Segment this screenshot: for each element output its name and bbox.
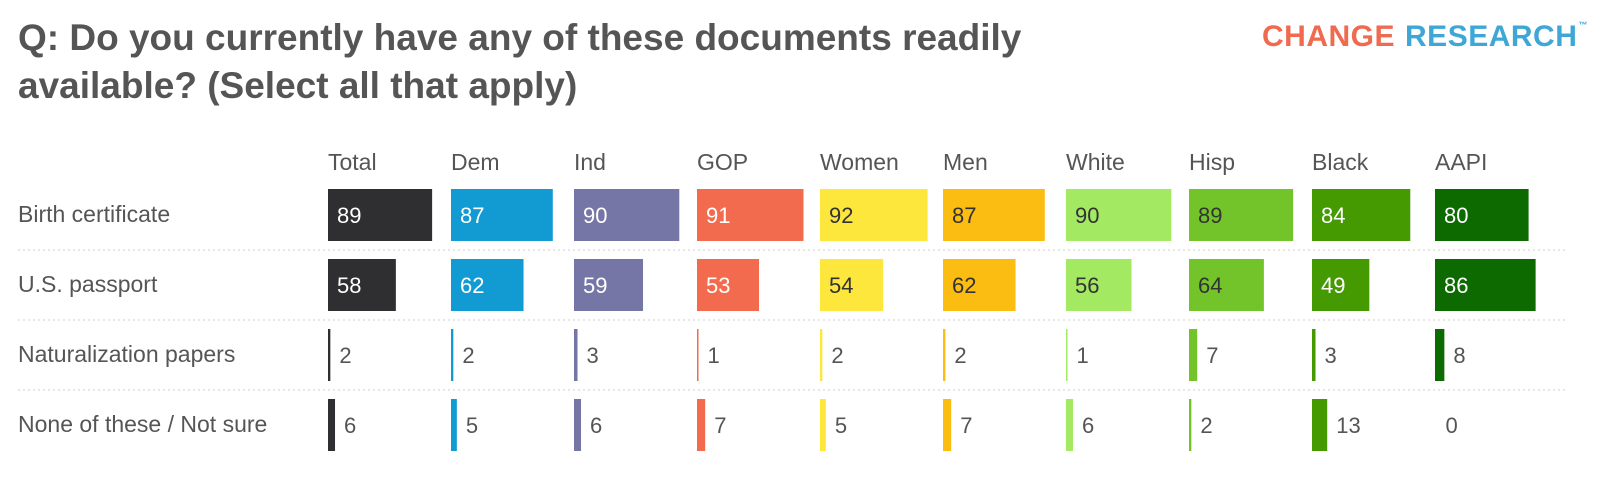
bar-none-of-these-not-sure-black	[1312, 399, 1328, 451]
bar-naturalization-papers-aapi	[1435, 329, 1445, 381]
value-label-none-of-these-not-sure-dem: 5	[466, 413, 478, 438]
bar-none-of-these-not-sure-ind	[574, 399, 582, 451]
value-label-u-s-passport-ind: 59	[583, 273, 607, 298]
row-label-u-s-passport: U.S. passport	[18, 271, 158, 297]
value-label-birth-certificate-black: 84	[1321, 203, 1345, 228]
value-label-u-s-passport-dem: 62	[460, 273, 484, 298]
value-label-none-of-these-not-sure-hisp: 2	[1200, 413, 1212, 438]
bar-naturalization-papers-hisp	[1189, 329, 1198, 381]
column-header-gop: GOP	[697, 149, 748, 175]
bar-none-of-these-not-sure-men	[943, 399, 952, 451]
change-research-logo: CHANGE RESEARCH™	[1262, 20, 1588, 53]
bar-birth-certificate-hisp	[1189, 189, 1294, 241]
value-label-naturalization-papers-total: 2	[339, 343, 351, 368]
bar-u-s-passport-total	[328, 259, 396, 311]
value-label-naturalization-papers-hisp: 7	[1206, 343, 1218, 368]
bar-naturalization-papers-men	[943, 329, 946, 381]
value-label-u-s-passport-aapi: 86	[1444, 273, 1468, 298]
value-label-birth-certificate-hisp: 89	[1198, 203, 1222, 228]
column-header-ind: Ind	[574, 149, 606, 175]
value-label-birth-certificate-aapi: 80	[1444, 203, 1468, 228]
bar-birth-certificate-aapi	[1435, 189, 1529, 241]
bar-naturalization-papers-white	[1066, 329, 1068, 381]
bar-naturalization-papers-dem	[451, 329, 454, 381]
column-header-hisp: Hisp	[1189, 149, 1235, 175]
bar-none-of-these-not-sure-women	[820, 399, 826, 451]
value-label-naturalization-papers-white: 1	[1077, 343, 1089, 368]
bar-birth-certificate-men	[943, 189, 1045, 241]
value-label-birth-certificate-white: 90	[1075, 203, 1099, 228]
value-label-birth-certificate-total: 89	[337, 203, 361, 228]
value-label-birth-certificate-gop: 91	[706, 203, 730, 228]
bar-birth-certificate-gop	[697, 189, 804, 241]
value-label-none-of-these-not-sure-gop: 7	[714, 413, 726, 438]
bar-none-of-these-not-sure-gop	[697, 399, 706, 451]
value-label-birth-certificate-ind: 90	[583, 203, 607, 228]
bar-none-of-these-not-sure-hisp	[1189, 399, 1192, 451]
bar-u-s-passport-white	[1066, 259, 1132, 311]
value-label-none-of-these-not-sure-aapi: 0	[1446, 413, 1458, 438]
value-label-none-of-these-not-sure-ind: 6	[590, 413, 602, 438]
value-label-birth-certificate-dem: 87	[460, 203, 484, 228]
chart-title: Q: Do you currently have any of these do…	[18, 17, 1022, 106]
value-label-u-s-passport-gop: 53	[706, 273, 730, 298]
value-label-naturalization-papers-aapi: 8	[1453, 343, 1465, 368]
bar-u-s-passport-women	[820, 259, 884, 311]
value-label-naturalization-papers-dem: 2	[462, 343, 474, 368]
value-label-u-s-passport-men: 62	[952, 273, 976, 298]
value-label-u-s-passport-total: 58	[337, 273, 361, 298]
bar-u-s-passport-dem	[451, 259, 524, 311]
column-header-aapi: AAPI	[1435, 149, 1487, 175]
bar-u-s-passport-hisp	[1189, 259, 1264, 311]
value-label-u-s-passport-women: 54	[829, 273, 853, 298]
bar-u-s-passport-aapi	[1435, 259, 1536, 311]
bar-u-s-passport-men	[943, 259, 1016, 311]
bar-none-of-these-not-sure-white	[1066, 399, 1074, 451]
value-label-u-s-passport-white: 56	[1075, 273, 1099, 298]
bar-birth-certificate-dem	[451, 189, 553, 241]
bar-u-s-passport-ind	[574, 259, 644, 311]
value-label-naturalization-papers-women: 2	[831, 343, 843, 368]
column-header-total: Total	[328, 149, 377, 175]
bar-none-of-these-not-sure-dem	[451, 399, 457, 451]
bar-naturalization-papers-ind	[574, 329, 578, 381]
value-label-u-s-passport-black: 49	[1321, 273, 1345, 298]
column-header-white: White	[1066, 149, 1125, 175]
column-header-dem: Dem	[451, 149, 500, 175]
value-label-none-of-these-not-sure-women: 5	[835, 413, 847, 438]
bar-naturalization-papers-total	[328, 329, 331, 381]
value-label-u-s-passport-hisp: 64	[1198, 273, 1222, 298]
bar-birth-certificate-women	[820, 189, 928, 241]
bar-birth-certificate-white	[1066, 189, 1172, 241]
bar-naturalization-papers-black	[1312, 329, 1316, 381]
value-label-naturalization-papers-black: 3	[1325, 343, 1337, 368]
value-label-naturalization-papers-ind: 3	[587, 343, 599, 368]
bar-naturalization-papers-women	[820, 329, 823, 381]
value-label-birth-certificate-men: 87	[952, 203, 976, 228]
column-header-women: Women	[820, 149, 899, 175]
value-label-naturalization-papers-men: 2	[954, 343, 966, 368]
column-header-black: Black	[1312, 149, 1369, 175]
value-label-none-of-these-not-sure-men: 7	[960, 413, 972, 438]
column-header-men: Men	[943, 149, 988, 175]
bar-naturalization-papers-gop	[697, 329, 699, 381]
value-label-none-of-these-not-sure-total: 6	[344, 413, 356, 438]
bar-birth-certificate-total	[328, 189, 433, 241]
bar-birth-certificate-ind	[574, 189, 680, 241]
bar-u-s-passport-black	[1312, 259, 1370, 311]
value-label-birth-certificate-women: 92	[829, 203, 853, 228]
value-label-none-of-these-not-sure-black: 13	[1336, 413, 1360, 438]
row-label-naturalization-papers: Naturalization papers	[18, 341, 235, 367]
bar-birth-certificate-black	[1312, 189, 1411, 241]
bar-none-of-these-not-sure-total	[328, 399, 336, 451]
row-label-birth-certificate: Birth certificate	[18, 201, 170, 227]
bar-u-s-passport-gop	[697, 259, 760, 311]
value-label-none-of-these-not-sure-white: 6	[1082, 413, 1094, 438]
value-label-naturalization-papers-gop: 1	[708, 343, 720, 368]
row-label-none-of-these-not-sure: None of these / Not sure	[18, 411, 267, 437]
